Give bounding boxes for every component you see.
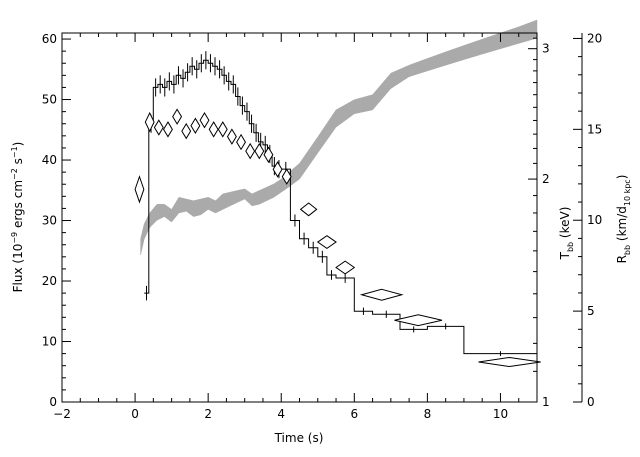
- radius-tick-label: 20: [587, 31, 602, 45]
- flux-tick-label: 30: [42, 214, 57, 228]
- x-tick-label: 4: [277, 407, 285, 421]
- radius-diamond: [245, 142, 256, 160]
- radius-tick-label: 5: [587, 304, 595, 318]
- flux-tick-label: 50: [42, 93, 57, 107]
- radius-diamond: [153, 119, 164, 136]
- flux-tick-label: 60: [42, 32, 57, 46]
- x-tick-label: 0: [131, 407, 139, 421]
- flux-tick-label: 10: [42, 335, 57, 349]
- x-axis: −2 0 2 4 6 8 10: [53, 33, 520, 421]
- flux-histogram-layer: [144, 51, 537, 357]
- x-axis-label: Time (s): [274, 431, 324, 445]
- flux-axis: 0 10 20 30 40 50 60: [42, 32, 71, 409]
- flux-tick-label: 20: [42, 274, 57, 288]
- radius-diamond: [134, 175, 145, 204]
- x-tick-label: 10: [493, 407, 508, 421]
- radius-diamond: [394, 314, 443, 327]
- temperature-tick-label: 2: [542, 172, 550, 186]
- temperature-axis: 1 2 3: [528, 37, 550, 409]
- radius-diamond: [359, 288, 404, 301]
- radius-diamond: [162, 121, 173, 138]
- radius-diamond: [208, 121, 219, 138]
- radius-diamond: [217, 121, 228, 138]
- radius-diamond-layer: [134, 108, 541, 368]
- radius-diamond: [172, 108, 183, 125]
- temperature-axis-label: Tbb (keV): [558, 207, 575, 261]
- radius-diamond: [299, 202, 318, 217]
- flux-tick-label: 40: [42, 153, 57, 167]
- radius-axis-label: Rbb (km/d10 kpc): [615, 175, 632, 264]
- radius-diamond: [226, 128, 237, 145]
- x-tick-label: −2: [53, 407, 71, 421]
- x-tick-label: 8: [424, 407, 432, 421]
- radius-diamond: [144, 111, 155, 133]
- radius-diamond: [272, 161, 283, 178]
- flux-histogram-line: [144, 59, 537, 355]
- x-tick-label: 6: [350, 407, 358, 421]
- x-tick-label: 2: [204, 407, 212, 421]
- radius-diamond: [254, 142, 265, 160]
- radius-tick-label: 10: [587, 213, 602, 227]
- radius-diamond: [236, 133, 247, 151]
- radius-diamond: [263, 146, 274, 164]
- radius-diamond: [335, 260, 356, 275]
- radius-diamond: [199, 112, 210, 129]
- temperature-tick-label: 1: [542, 395, 550, 409]
- flux-tick-label: 0: [49, 395, 57, 409]
- temperature-tick-label: 3: [542, 42, 550, 56]
- radius-diamond: [181, 122, 192, 140]
- radius-diamond: [316, 235, 337, 250]
- radius-diamond: [190, 117, 201, 134]
- radius-diamond: [478, 356, 541, 368]
- radius-diamond: [281, 168, 292, 185]
- radius-axis: 0 5 10 15 20: [573, 31, 602, 409]
- flux-axis-label: Flux (10−9 ergs cm−2 s−1): [10, 142, 25, 293]
- radius-tick-label: 0: [587, 395, 595, 409]
- radius-tick-label: 15: [587, 122, 602, 136]
